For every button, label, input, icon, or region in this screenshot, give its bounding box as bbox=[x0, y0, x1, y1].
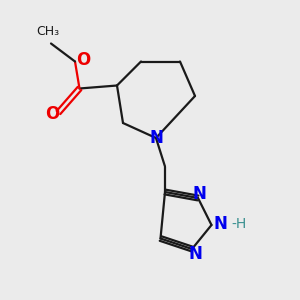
Text: N: N bbox=[193, 185, 206, 203]
Text: N: N bbox=[149, 129, 163, 147]
Text: O: O bbox=[45, 105, 59, 123]
Text: CH₃: CH₃ bbox=[36, 25, 60, 38]
Text: O: O bbox=[76, 51, 91, 69]
Text: N: N bbox=[214, 215, 227, 233]
Text: -H: -H bbox=[231, 218, 246, 231]
Text: N: N bbox=[188, 245, 202, 263]
